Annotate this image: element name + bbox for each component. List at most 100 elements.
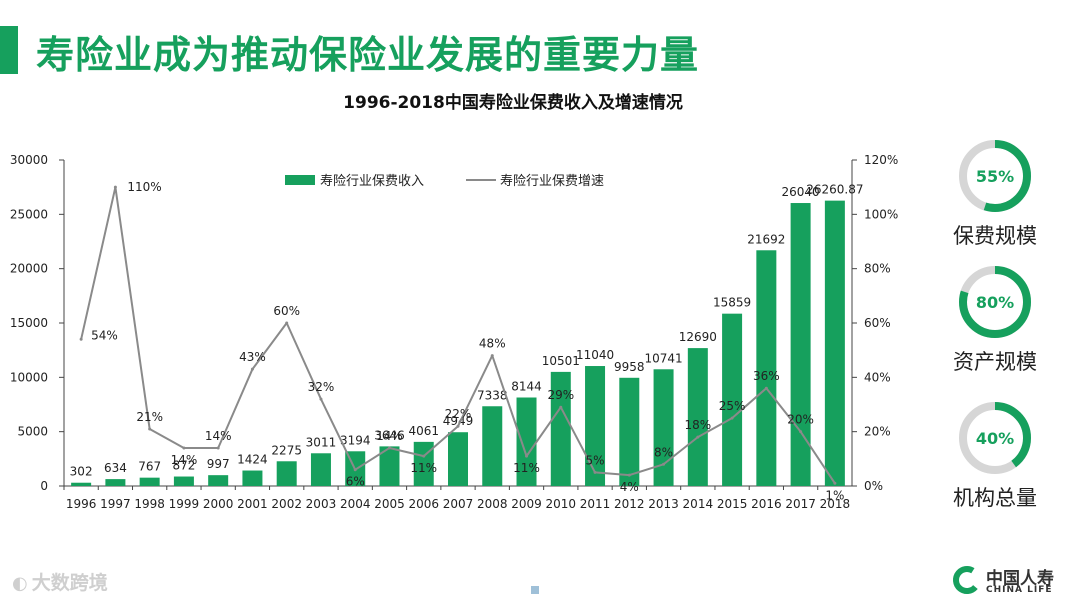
bar-value-label: 1424: [237, 453, 268, 467]
x-tick-label: 2010: [546, 497, 577, 511]
bar-2000: [208, 475, 229, 486]
legend-line-label: 寿险行业保费增速: [500, 174, 604, 189]
x-tick-label: 1999: [169, 497, 200, 511]
growth-point-2016: [764, 386, 768, 390]
title-accent-bar: [0, 26, 18, 74]
bar-2010: [550, 371, 571, 486]
x-tick-label: 2014: [683, 497, 714, 511]
bar-value-label: 12690: [679, 330, 717, 344]
growth-point-2017: [799, 430, 803, 434]
growth-point-1998: [148, 427, 152, 431]
bar-value-label: 4061: [408, 424, 439, 438]
growth-point-2015: [730, 416, 734, 420]
growth-point-2001: [250, 367, 254, 371]
growth-rate-label: 18%: [684, 418, 711, 432]
weibo-icon: ◐: [12, 573, 28, 594]
china-life-logo-icon: [953, 566, 981, 594]
bar-1997: [105, 479, 126, 486]
y-left-tick-label: 25000: [10, 207, 48, 221]
bar-value-label: 767: [138, 460, 161, 474]
chart-title: 1996-2018中国寿险业保费收入及增速情况: [343, 92, 683, 113]
growth-rate-label: 43%: [239, 350, 266, 364]
x-tick-label: 2016: [751, 497, 782, 511]
growth-rate-label: 36%: [753, 369, 780, 383]
bar-2011: [585, 366, 606, 486]
growth-point-2011: [593, 470, 597, 474]
bar-1996: [71, 482, 92, 486]
x-tick-label: 2007: [443, 497, 474, 511]
donut-chart: 55%: [959, 140, 1031, 212]
growth-point-2004: [353, 468, 357, 472]
bar-value-label: 4949: [443, 414, 474, 428]
x-tick-label: 1998: [134, 497, 165, 511]
bar-value-label: 3011: [306, 435, 337, 449]
bar-value-label: 634: [104, 461, 127, 475]
bar-2002: [276, 461, 297, 486]
growth-point-2005: [387, 446, 391, 450]
growth-point-2009: [525, 454, 529, 458]
donut-premium-scale: 55% 保费规模: [945, 138, 1045, 250]
x-tick-label: 2009: [511, 497, 542, 511]
bar-value-label: 15859: [713, 296, 751, 310]
y-right-tick-label: 20%: [864, 425, 891, 439]
legend-bar-swatch: [285, 175, 315, 185]
donut-caption: 保费规模: [953, 224, 1037, 248]
x-tick-label: 1997: [100, 497, 131, 511]
donut-asset-scale: 80% 资产规模: [945, 264, 1045, 376]
bar-2003: [310, 453, 331, 486]
bar-value-label: 10741: [644, 351, 682, 365]
donut-percent-label: 55%: [976, 167, 1014, 186]
bar-2014: [687, 348, 708, 486]
bar-1998: [139, 477, 160, 486]
growth-point-2013: [662, 462, 666, 466]
donut-arc: [959, 140, 1031, 212]
x-tick-label: 2000: [203, 497, 234, 511]
y-left-tick-label: 20000: [10, 262, 48, 276]
growth-point-2012: [627, 473, 631, 477]
bar-value-label: 26260.87: [806, 183, 863, 197]
logo-text-en: CHINA LIFE: [986, 585, 1053, 595]
bar-value-label: 11040: [576, 348, 614, 362]
y-right-tick-label: 120%: [864, 153, 898, 167]
donut-percent-label: 80%: [976, 293, 1014, 312]
growth-rate-label: 22%: [445, 407, 472, 421]
growth-point-2002: [285, 321, 289, 325]
legend-bar-label: 寿险行业保费收入: [320, 174, 424, 189]
bar-value-label: 8144: [511, 380, 542, 394]
bar-value-label: 2275: [271, 443, 302, 457]
donut-caption: 机构总量: [953, 486, 1037, 510]
y-right-tick-label: 80%: [864, 262, 891, 276]
page-indicator: [531, 586, 539, 594]
growth-point-2008: [490, 354, 494, 358]
growth-rate-label: 14%: [376, 429, 403, 443]
x-tick-label: 2004: [340, 497, 371, 511]
y-left-tick-label: 15000: [10, 316, 48, 330]
bar-1999: [173, 476, 194, 486]
growth-rate-label: 4%: [620, 480, 639, 494]
growth-point-1996: [79, 337, 83, 341]
bar-value-label: 3646: [374, 428, 405, 442]
bar-value-label: 872: [172, 459, 195, 473]
y-right-tick-label: 40%: [864, 370, 891, 384]
growth-point-2006: [422, 454, 426, 458]
donut-caption: 资产规模: [953, 350, 1037, 374]
bar-2013: [653, 369, 674, 486]
bar-2001: [242, 470, 263, 486]
x-tick-label: 1996: [66, 497, 97, 511]
growth-rate-label: 11%: [410, 461, 437, 475]
x-tick-label: 2017: [785, 497, 816, 511]
growth-rate-label: 21%: [136, 410, 163, 424]
x-tick-label: 2013: [648, 497, 679, 511]
x-tick-label: 2012: [614, 497, 645, 511]
growth-point-2010: [559, 405, 563, 409]
growth-rate-label: 14%: [171, 453, 198, 467]
bar-2016: [756, 250, 777, 486]
slide-title: 寿险业成为推动保险业发展的重要力量: [36, 33, 700, 77]
growth-point-2000: [216, 446, 220, 450]
donut-chart: 80%: [959, 266, 1031, 338]
growth-rate-label: 11%: [513, 461, 540, 475]
x-tick-label: 2006: [408, 497, 439, 511]
bar-value-label: 9958: [614, 360, 645, 374]
growth-point-1999: [182, 446, 186, 450]
watermark-text: 大数跨境: [31, 572, 108, 594]
